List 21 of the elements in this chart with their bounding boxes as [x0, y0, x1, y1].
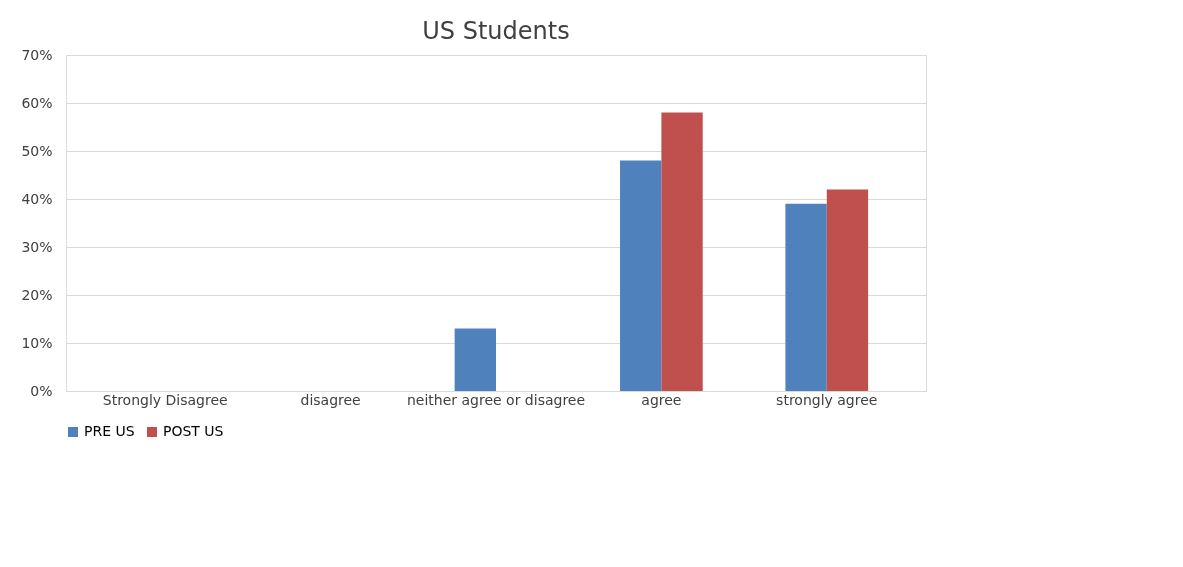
x-tick-label: Strongly Disagree: [102, 391, 228, 408]
y-tick-label: 40%: [21, 190, 53, 207]
bar: [826, 189, 869, 391]
legend-label: PRE US: [84, 423, 135, 439]
x-tick-label: disagree: [300, 391, 361, 408]
y-tick-label: 20%: [21, 286, 53, 303]
legend-label: POST US: [163, 423, 224, 439]
x-tick-label: agree: [641, 391, 682, 408]
y-tick-label: 30%: [21, 238, 53, 255]
bar: [785, 203, 827, 391]
y-tick-label: 0%: [30, 382, 53, 399]
bar: [454, 328, 496, 391]
y-tick-label: 50%: [21, 142, 53, 159]
y-tick-label: 10%: [21, 334, 53, 351]
x-tick-label: neither agree or disagree: [406, 391, 586, 408]
bar: [661, 112, 703, 391]
y-tick-label: 70%: [21, 46, 53, 63]
chart-title: US Students: [422, 17, 570, 45]
y-tick-label: 60%: [21, 94, 53, 111]
bar: [620, 160, 662, 391]
x-tick-label: strongly agree: [776, 391, 878, 408]
